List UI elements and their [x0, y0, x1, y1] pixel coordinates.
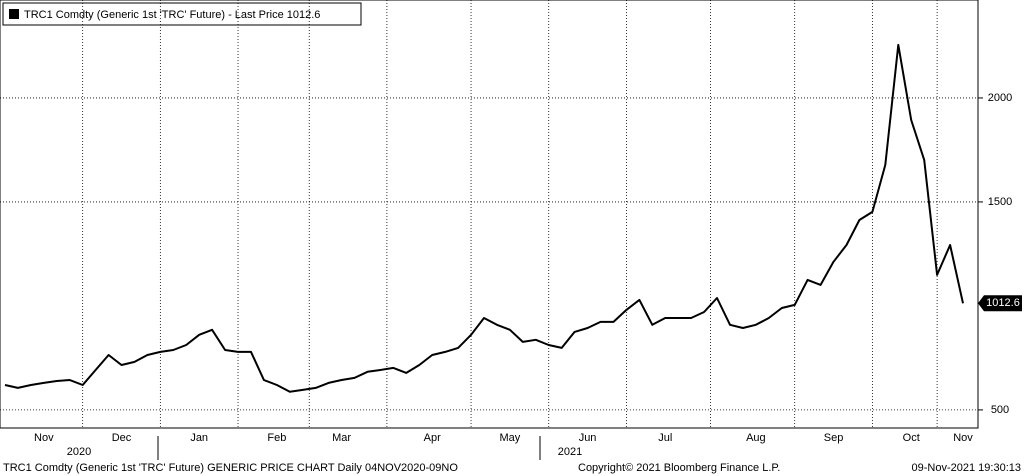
- footer: TRC1 Comdty (Generic 1st 'TRC' Future) G…: [3, 462, 458, 474]
- year-label: 2020: [67, 446, 91, 458]
- plot-frame: [0, 0, 979, 429]
- last-price-pointer: [978, 295, 1022, 312]
- x-tick-label: Dec: [112, 432, 132, 444]
- y-tick-label: 2000: [988, 92, 1012, 104]
- x-tick-label: Nov: [953, 432, 973, 444]
- x-tick-label: May: [500, 432, 521, 444]
- legend-box: [2, 2, 362, 26]
- x-tick-label: Sep: [824, 432, 844, 444]
- y-tick-label: 500: [991, 404, 1009, 416]
- price-line: [4, 43, 964, 393]
- copyright: Copyright© 2021 Bloomberg Finance L.P.: [578, 462, 780, 474]
- legend-label: TRC1 Comdty (Generic 1st 'TRC' Future) -…: [24, 9, 320, 21]
- x-tick-label: Apr: [424, 432, 441, 444]
- x-tick-label: Mar: [332, 432, 351, 444]
- year-label: 2021: [558, 446, 582, 458]
- x-tick-label: Feb: [267, 432, 286, 444]
- x-tick-label: Jan: [190, 432, 208, 444]
- x-tick-label: Aug: [746, 432, 766, 444]
- legend-swatch: [9, 9, 19, 19]
- timestamp: 09-Nov-2021 19:30:13: [912, 462, 1021, 474]
- x-tick-label: Oct: [903, 432, 920, 444]
- x-tick-label: Nov: [34, 432, 54, 444]
- x-tick-label: Jul: [658, 432, 672, 444]
- y-tick-label: 1500: [988, 196, 1012, 208]
- x-tick-label: Jun: [579, 432, 597, 444]
- last-price-label: 1012.6: [986, 297, 1020, 309]
